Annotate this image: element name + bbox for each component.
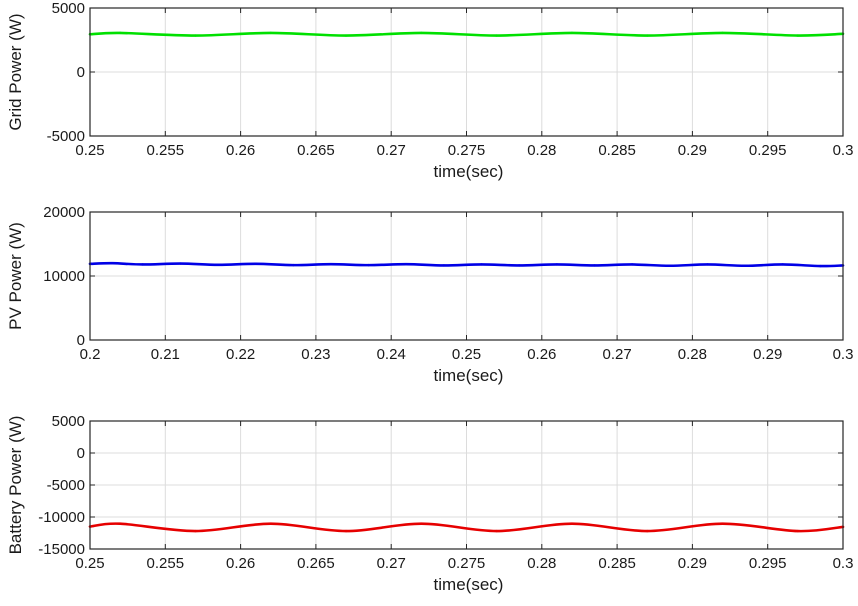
data-point [593,264,596,267]
data-point [796,529,800,533]
data-point [796,34,800,37]
data-point [141,263,144,266]
x-axis-label: time(sec) [434,575,504,594]
x-tick-label: 0.25 [75,142,104,159]
series-line-1 [88,31,845,37]
y-tick-label: -15000 [38,541,85,558]
x-tick-label: 0.285 [598,142,636,159]
data-point [329,262,333,266]
data-point [668,264,672,267]
x-tick-label: 0.25 [75,555,104,572]
x-tick-label: 0.28 [527,555,556,572]
data-point [269,31,272,35]
x-tick-label: 0.29 [678,142,707,159]
data-point [442,264,446,267]
data-point [344,529,348,533]
subplot-2: 0.2 0.21 0.22 0.23 0.24 0.25 0.26 0.27 0.28 0.29 0… [6,204,853,385]
data-point [480,263,483,266]
data-point [111,262,114,265]
data-point [420,522,423,525]
y-tick-label: 5000 [52,413,85,430]
x-tick-label: 0.285 [598,555,636,572]
y-tick-label: 5000 [52,0,85,17]
data-point [570,31,574,35]
x-tick-label: 0.3 [833,346,854,363]
x-tick-label: 0.255 [147,142,185,159]
subplot-3: 0.25 0.255 0.26 0.265 0.27 0.275 0.28 0.285 0.29… [6,413,853,594]
data-point [570,522,574,525]
x-tick-label: 0.26 [226,142,255,159]
data-point [367,263,370,267]
data-point [269,522,272,525]
data-point [743,264,747,267]
x-tick-label: 0.28 [527,142,556,159]
x-tick-label: 0.255 [147,555,185,572]
data-point [118,522,122,525]
data-point [344,34,348,37]
y-tick-label: 0 [77,332,85,349]
y-axis-label: Grid Power (W) [6,13,25,130]
x-tick-label: 0.3 [833,555,854,572]
x-tick-label: 0.295 [749,142,787,159]
y-tick-label: -5000 [47,477,85,494]
x-tick-label: 0.25 [452,346,481,363]
x-tick-label: 0.21 [151,346,180,363]
x-tick-label: 0.27 [377,142,406,159]
x-axis-label: time(sec) [434,366,504,385]
data-point [194,529,197,533]
x-tick-label: 0.27 [377,555,406,572]
x-axis-label: time(sec) [434,162,504,181]
data-point [706,263,709,266]
data-point [819,264,822,268]
data-point [495,529,498,533]
series-line-1 [88,522,845,533]
y-tick-label: 0 [77,445,85,462]
data-point [781,263,784,266]
y-tick-label: -10000 [38,509,85,526]
x-tick-label: 0.265 [297,142,335,159]
data-point [118,31,122,35]
y-axis-label: PV Power (W) [6,222,25,330]
series-line-1 [88,261,845,268]
data-point [518,264,521,267]
data-point [179,262,182,265]
data-point [646,529,649,533]
x-tick-label: 0.2 [80,346,101,363]
data-point [721,522,724,525]
x-tick-label: 0.26 [527,346,556,363]
data-point [405,262,408,266]
x-tick-label: 0.27 [602,346,631,363]
data-point [194,34,197,37]
data-point [630,263,634,266]
y-axis-label: Battery Power (W) [6,416,25,555]
data-point [721,31,724,35]
x-tick-label: 0.29 [678,555,707,572]
x-tick-label: 0.29 [753,346,782,363]
subplot-1: 0.25 0.255 0.26 0.265 0.27 0.275 0.28 0.285 0.29… [6,0,853,181]
x-tick-label: 0.23 [301,346,330,363]
x-tick-label: 0.275 [448,142,486,159]
x-tick-label: 0.28 [678,346,707,363]
data-point [646,34,649,37]
data-point [292,263,295,267]
data-point [216,263,220,266]
data-point [495,34,498,37]
x-tick-label: 0.265 [297,555,335,572]
x-tick-label: 0.22 [226,346,255,363]
y-tick-label: -5000 [47,128,85,145]
x-tick-label: 0.295 [749,555,787,572]
data-point [254,262,257,266]
y-tick-label: 20000 [43,204,85,221]
x-tick-label: 0.26 [226,555,255,572]
x-tick-label: 0.24 [377,346,406,363]
x-tick-label: 0.3 [833,142,854,159]
y-tick-label: 0 [77,64,85,81]
data-point [420,31,423,35]
x-tick-label: 0.275 [448,555,486,572]
data-point [555,263,559,266]
y-tick-label: 10000 [43,268,85,285]
